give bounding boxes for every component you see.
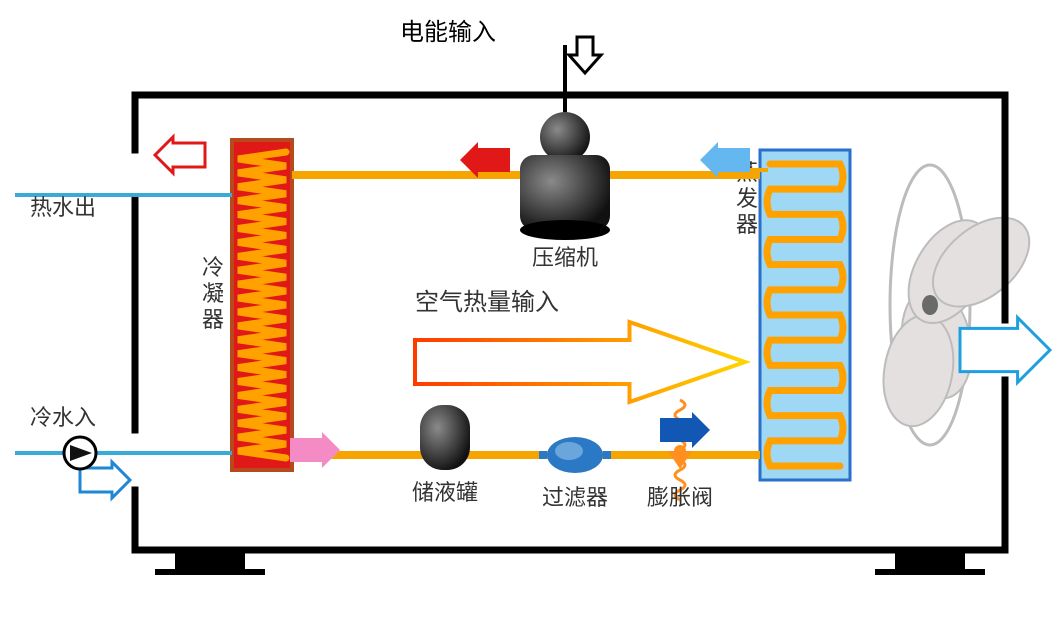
electric-input-label: 电能输入 bbox=[400, 19, 496, 46]
svg-text:发: 发 bbox=[736, 186, 758, 211]
filter-label: 过滤器 bbox=[542, 485, 608, 510]
compressor-body bbox=[520, 155, 610, 230]
svg-text:器: 器 bbox=[736, 212, 758, 237]
compressor-cap bbox=[540, 112, 590, 162]
air-heat-input-label: 空气热量输入 bbox=[415, 289, 559, 316]
cold-water-in-label: 冷水入 bbox=[30, 405, 96, 430]
condenser-label: 冷凝器 bbox=[202, 255, 224, 332]
hot-water-out-label: 热水出 bbox=[30, 195, 96, 220]
svg-text:器: 器 bbox=[202, 307, 224, 332]
compressor-label: 压缩机 bbox=[532, 245, 598, 270]
receiver-tank bbox=[420, 405, 470, 470]
receiver-label: 储液罐 bbox=[412, 480, 478, 505]
expansion-label: 膨胀阀 bbox=[647, 485, 713, 510]
svg-text:凝: 凝 bbox=[202, 281, 224, 306]
svg-text:冷: 冷 bbox=[202, 255, 224, 280]
